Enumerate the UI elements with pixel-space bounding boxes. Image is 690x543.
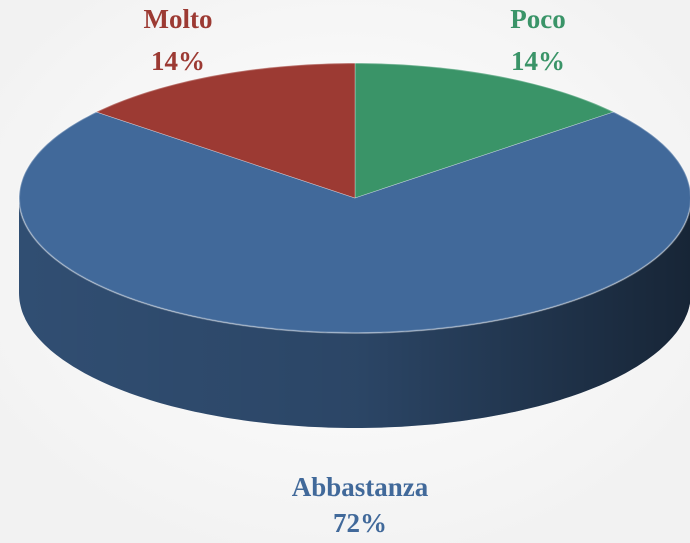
pie-top — [18, 62, 690, 334]
slice-side-shade — [19, 198, 690, 428]
labels: Poco 14% Abbastanza 72% Molto 14% — [144, 4, 566, 538]
category-label: Poco — [510, 4, 565, 34]
slice — [354, 62, 615, 199]
rim-highlight — [18, 62, 690, 334]
value-label: 14% — [511, 46, 565, 76]
slice — [18, 111, 690, 334]
value-label: 72% — [333, 508, 387, 538]
pie-sides — [19, 198, 690, 428]
value-label: 14% — [151, 46, 205, 76]
slice — [95, 62, 356, 199]
category-label: Molto — [144, 4, 213, 34]
category-label: Abbastanza — [292, 472, 429, 502]
